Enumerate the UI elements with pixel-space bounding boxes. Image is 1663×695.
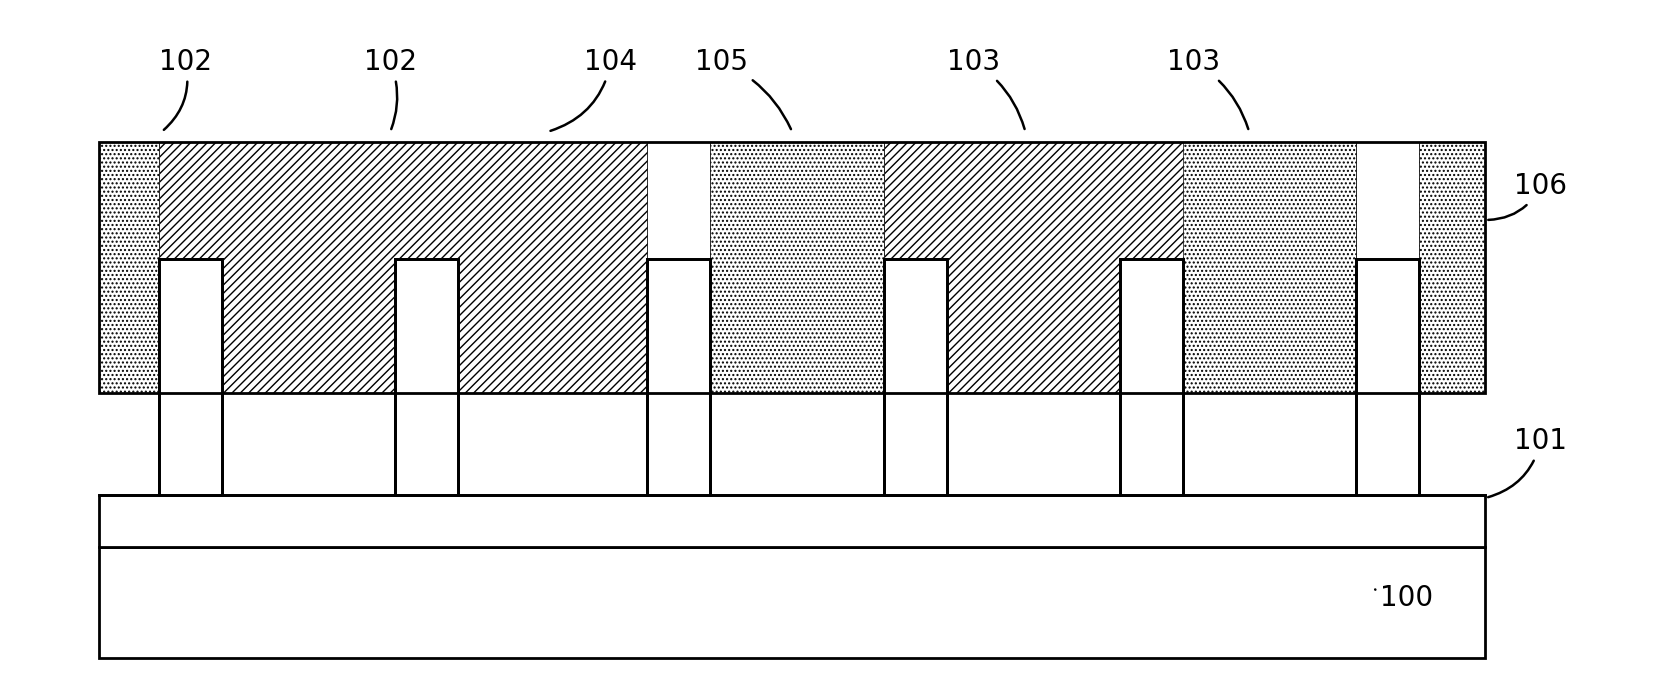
Bar (1119, 259, 1182, 495)
Bar (98, 547, 1485, 658)
Bar (883, 259, 946, 495)
Bar (883, 361, 946, 495)
Bar (1182, 142, 1357, 393)
Bar (1182, 142, 1357, 393)
Text: 103: 103 (946, 48, 1024, 129)
Text: 105: 105 (695, 48, 792, 129)
Bar (710, 142, 883, 393)
Text: 104: 104 (550, 48, 637, 131)
Bar (647, 361, 710, 495)
Bar (946, 142, 1119, 393)
Bar (457, 142, 647, 393)
Bar (158, 259, 221, 495)
Bar (396, 259, 457, 495)
Bar (710, 142, 883, 393)
Bar (158, 361, 221, 495)
Bar (1119, 361, 1182, 495)
Bar (221, 142, 396, 393)
Text: 103: 103 (1167, 48, 1249, 129)
Bar (98, 142, 1485, 393)
Text: 101: 101 (1488, 427, 1567, 497)
Bar (1357, 361, 1419, 393)
Bar (1419, 142, 1485, 393)
Bar (647, 259, 710, 495)
Bar (1357, 361, 1419, 495)
Text: 102: 102 (160, 48, 211, 130)
Bar (396, 361, 457, 495)
Bar (158, 142, 647, 393)
Text: 102: 102 (364, 48, 417, 129)
Bar (98, 495, 1485, 547)
Bar (1419, 142, 1485, 393)
Text: 100: 100 (1375, 584, 1434, 612)
Bar (883, 142, 1357, 393)
Bar (98, 142, 158, 393)
Bar (98, 142, 158, 393)
Bar (1357, 259, 1419, 495)
Text: 106: 106 (1488, 172, 1567, 220)
